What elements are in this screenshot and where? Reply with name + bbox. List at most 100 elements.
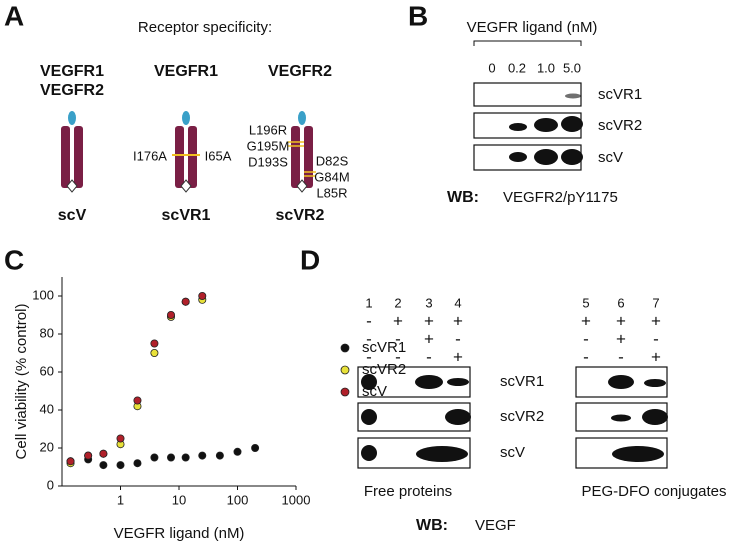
treatment-sign: -	[618, 347, 624, 366]
treatment-sign: -	[455, 329, 461, 348]
treatment-sign: +	[616, 329, 626, 348]
data-point	[167, 453, 176, 462]
mutation-label: G195M	[247, 138, 290, 153]
treatment-sign: +	[453, 311, 463, 330]
blots	[473, 82, 583, 171]
group-label: PEG-DFO conjugates	[581, 483, 726, 500]
data-point	[198, 291, 207, 300]
concentration-label: 5.0	[563, 60, 581, 75]
lane-number: 3	[425, 295, 432, 310]
mutation-label: I176A	[133, 148, 167, 163]
data-point	[116, 461, 125, 470]
mutation-label: D82S	[316, 153, 349, 168]
concentration-label: 0.2	[508, 60, 526, 75]
data-point	[116, 434, 125, 443]
y-tick-label: 20	[40, 439, 54, 454]
legend-marker	[340, 365, 350, 375]
data-point	[99, 461, 108, 470]
construct-name: scV	[58, 207, 87, 224]
data-point	[181, 453, 190, 462]
lane-number: 6	[617, 295, 624, 310]
column-header: VEGFR1	[154, 63, 218, 80]
panel-letter: D	[300, 244, 320, 275]
data-point	[251, 443, 260, 452]
data-point	[215, 451, 224, 460]
treatment-sign: -	[366, 329, 372, 348]
wb-antibody: VEGFR2/pY1175	[503, 189, 618, 206]
row-label: scVR2	[500, 408, 544, 425]
mutation-label: L85R	[316, 185, 347, 200]
treatment-sign: -	[366, 311, 372, 330]
data-point	[150, 348, 159, 357]
data-point	[150, 453, 159, 462]
x-tick-label: 1	[117, 492, 124, 507]
treatment-sign: -	[426, 347, 432, 366]
lane-number: 7	[652, 295, 659, 310]
y-tick-label: 80	[40, 325, 54, 340]
wb-label: WB:	[416, 517, 448, 534]
data-point	[66, 457, 75, 466]
y-tick-label: 0	[47, 477, 54, 492]
panel-letter: A	[4, 0, 24, 31]
concentration-label: 0	[488, 60, 495, 75]
y-tick-label: 40	[40, 401, 54, 416]
column-header: VEGFR2	[40, 82, 104, 99]
row-label: scV	[598, 149, 623, 166]
treatment-sign: -	[653, 329, 659, 348]
data-point	[133, 459, 142, 468]
data-point	[84, 451, 93, 460]
treatment-sign: +	[651, 311, 661, 330]
concentration-label: 1.0	[537, 60, 555, 75]
group-label: Free proteins	[364, 483, 452, 500]
treatment-sign: +	[424, 311, 434, 330]
receptor-drawings	[61, 111, 316, 193]
row-label: scVR1	[500, 373, 544, 390]
panel-title: Receptor specificity:	[138, 19, 272, 36]
treatment-sign: +	[616, 311, 626, 330]
y-axis-label: Cell viability (% control)	[13, 304, 30, 460]
legend-label: scV	[362, 383, 387, 400]
row-label: scVR1	[598, 86, 642, 103]
data-point	[167, 310, 176, 319]
data-point	[233, 447, 242, 456]
column-header: VEGFR1	[40, 63, 104, 80]
lane-number: 5	[582, 295, 589, 310]
bracket	[473, 40, 582, 46]
treatment-sign: -	[583, 329, 589, 348]
y-tick-label: 60	[40, 363, 54, 378]
treatment-sign: -	[395, 329, 401, 348]
data-point	[133, 396, 142, 405]
data-point	[198, 451, 207, 460]
treatment-sign: +	[393, 311, 403, 330]
row-label: scV	[500, 444, 525, 461]
mutation-label: L196R	[249, 122, 287, 137]
ligand-label: VEGFR ligand (nM)	[467, 19, 598, 36]
blots	[357, 366, 668, 469]
construct-name: scVR1	[162, 207, 211, 224]
x-tick-label: 10	[172, 492, 186, 507]
legend-label: scVR1	[362, 339, 406, 356]
treatment-sign: +	[424, 329, 434, 348]
treatment-sign: +	[581, 311, 591, 330]
lane-number: 2	[394, 295, 401, 310]
legend-marker	[340, 343, 350, 353]
treatment-sign: +	[453, 347, 463, 366]
wb-label: WB:	[447, 189, 479, 206]
data-point	[150, 339, 159, 348]
treatment-sign: -	[366, 347, 372, 366]
lane-number: 4	[454, 295, 461, 310]
mutation-label: I65A	[205, 148, 232, 163]
panel-letter: C	[4, 244, 24, 275]
construct-name: scVR2	[276, 207, 325, 224]
treatment-sign: +	[651, 347, 661, 366]
wb-antibody: VEGF	[475, 517, 516, 534]
row-label: scVR2	[598, 117, 642, 134]
panel-letter: B	[408, 0, 428, 31]
data-point	[181, 297, 190, 306]
treatment-sign: -	[395, 347, 401, 366]
lane-number: 1	[365, 295, 372, 310]
mutation-label: G84M	[314, 169, 349, 184]
legend-label: scVR2	[362, 361, 406, 378]
legend-marker	[340, 387, 350, 397]
